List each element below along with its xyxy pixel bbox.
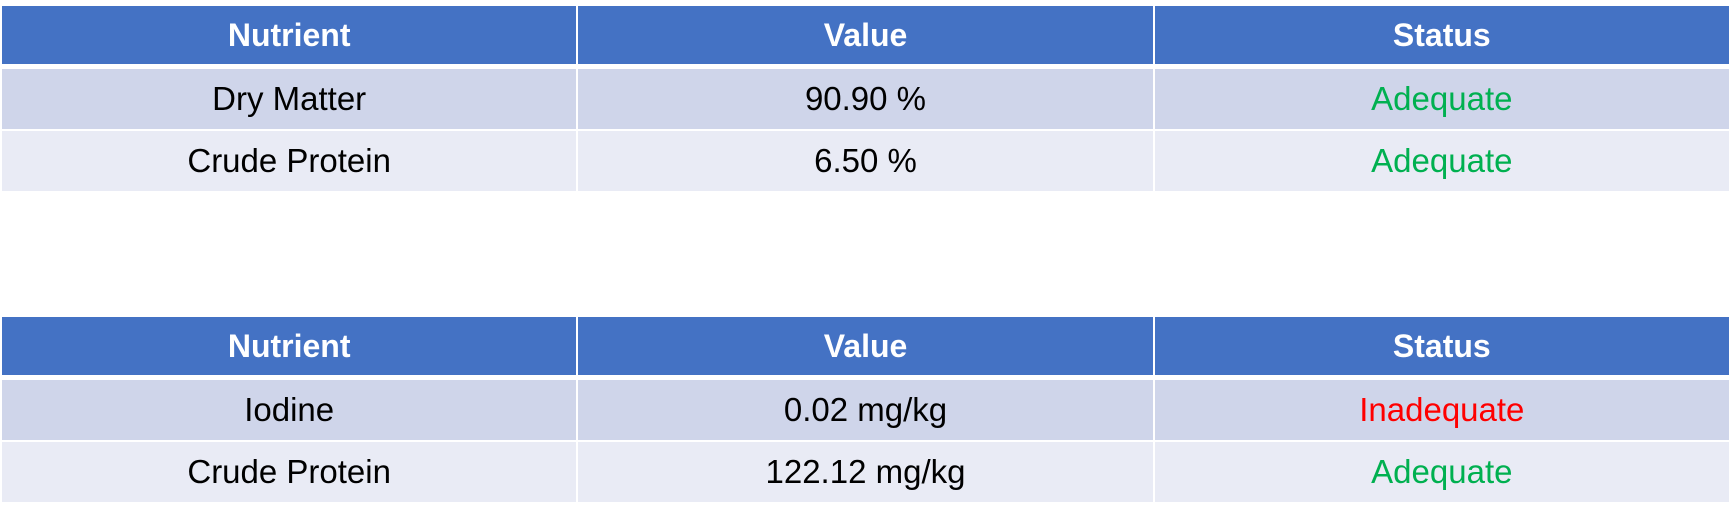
status-cell: Adequate: [1152, 65, 1731, 131]
column-header-status: Status: [1152, 0, 1731, 69]
nutrient-cell: Iodine: [0, 376, 579, 442]
nutrient-cell: Crude Protein: [0, 440, 579, 504]
nutrient-cell: Crude Protein: [0, 129, 579, 193]
table-row: Iodine 0.02 mg/kg Inadequate: [0, 376, 1731, 442]
column-header-status: Status: [1152, 311, 1731, 380]
table-row: Crude Protein 6.50 % Adequate: [0, 129, 1731, 193]
status-cell: Adequate: [1152, 440, 1731, 504]
table-header-row: Nutrient Value Status: [0, 311, 1731, 380]
table-row: Crude Protein 122.12 mg/kg Adequate: [0, 440, 1731, 504]
table-header-row: Nutrient Value Status: [0, 0, 1731, 69]
column-header-value: Value: [576, 311, 1155, 380]
column-header-value: Value: [576, 0, 1155, 69]
value-cell: 122.12 mg/kg: [576, 440, 1155, 504]
value-cell: 6.50 %: [576, 129, 1155, 193]
status-cell: Inadequate: [1152, 376, 1731, 442]
value-cell: 0.02 mg/kg: [576, 376, 1155, 442]
table-row: Dry Matter 90.90 % Adequate: [0, 65, 1731, 131]
column-header-nutrient: Nutrient: [0, 0, 579, 69]
nutrient-table-2: Nutrient Value Status Iodine 0.02 mg/kg …: [0, 311, 1731, 504]
column-header-nutrient: Nutrient: [0, 311, 579, 380]
nutrient-cell: Dry Matter: [0, 65, 579, 131]
value-cell: 90.90 %: [576, 65, 1155, 131]
nutrient-table-1: Nutrient Value Status Dry Matter 90.90 %…: [0, 0, 1731, 193]
status-cell: Adequate: [1152, 129, 1731, 193]
